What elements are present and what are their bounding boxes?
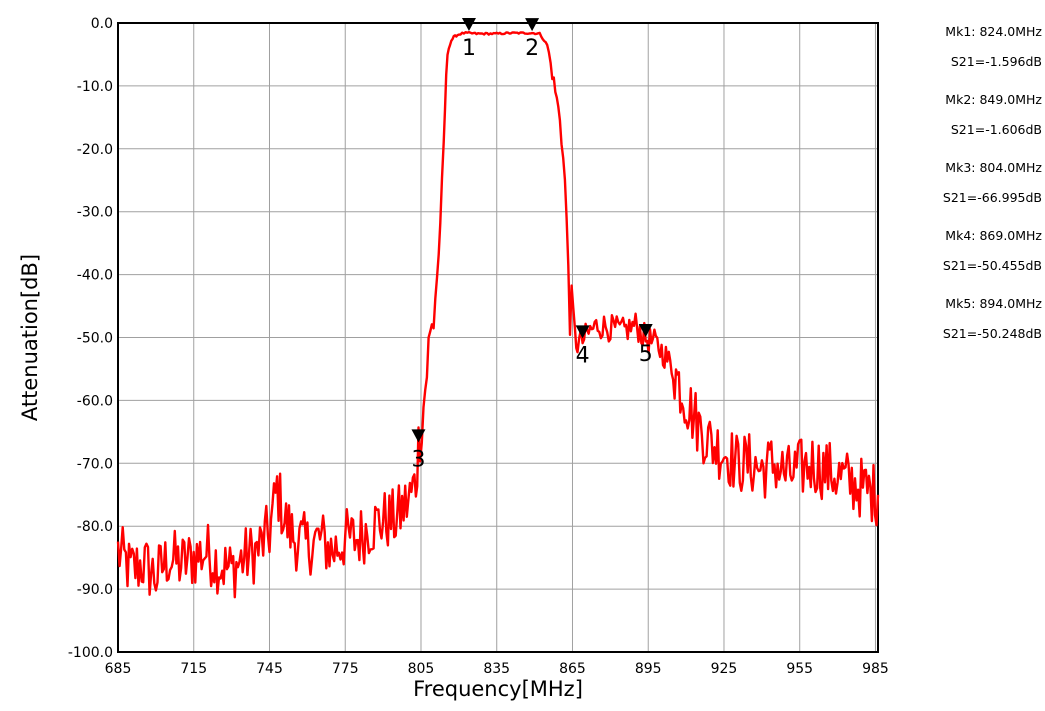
x-tick-labels: 685 715 745 775 805 835 865 895 925 955 985 xyxy=(105,661,889,677)
readout-frequency: Mk1: 824.0MHz xyxy=(945,24,1042,39)
marker-1-triangle xyxy=(461,18,476,32)
x-tick-label: 925 xyxy=(711,661,738,677)
y-tick-label: -30.0 xyxy=(77,205,113,221)
y-tick-label: -10.0 xyxy=(77,79,113,95)
marker-5-triangle xyxy=(638,324,653,338)
readout-frequency: Mk3: 804.0MHz xyxy=(945,160,1042,175)
x-tick-label: 985 xyxy=(862,661,889,677)
marker-2-triangle xyxy=(525,18,540,32)
y-tick-label: -40.0 xyxy=(77,268,113,284)
readout-s21: S21=-1.596dB xyxy=(951,54,1042,69)
y-tick-label: -50.0 xyxy=(77,331,113,347)
marker-2-label: 2 xyxy=(525,36,539,61)
x-tick-label: 955 xyxy=(786,661,813,677)
marker-3-triangle xyxy=(411,429,426,443)
marker-1-label: 1 xyxy=(462,36,476,61)
x-tick-label: 715 xyxy=(180,661,207,677)
y-tick-label: -70.0 xyxy=(77,456,113,472)
readout-frequency: Mk5: 894.0MHz xyxy=(945,296,1042,311)
series-line-0 xyxy=(116,30,880,599)
x-tick-label: 865 xyxy=(559,661,586,677)
marker-3-label: 3 xyxy=(411,447,425,472)
y-tick-label: -90.0 xyxy=(77,582,113,598)
marker-layer: 1 2 3 4 5 xyxy=(411,18,653,472)
marker-4-label: 4 xyxy=(576,343,590,368)
y-axis-label: Attenuation[dB] xyxy=(18,254,42,421)
x-axis-label: Frequency[MHz] xyxy=(413,677,583,701)
x-tick-label: 805 xyxy=(408,661,435,677)
readout-s21: S21=-1.606dB xyxy=(951,122,1042,137)
y-tick-label: 0.0 xyxy=(91,16,113,32)
readout-s21: S21=-50.455dB xyxy=(943,258,1042,273)
y-tick-labels: 0.0 -10.0 -20.0 -30.0 -40.0 -50.0 -60.0 -70.0 -8… xyxy=(68,16,113,661)
x-tick-label: 895 xyxy=(635,661,662,677)
readout-frequency: Mk4: 869.0MHz xyxy=(945,228,1042,243)
marker-readout-panel: Mk1: 824.0MHz S21=-1.596dB Mk2: 849.0MHz S2… xyxy=(943,24,1043,341)
x-tick-label: 745 xyxy=(256,661,283,677)
x-tick-label: 685 xyxy=(105,661,132,677)
marker-5-label: 5 xyxy=(639,342,653,367)
marker-4-triangle xyxy=(575,325,590,339)
y-tick-label: -60.0 xyxy=(77,393,113,409)
readout-s21: S21=-50.248dB xyxy=(943,326,1042,341)
y-tick-label: -80.0 xyxy=(77,519,113,535)
plot-area xyxy=(117,22,879,653)
series-layer xyxy=(116,30,880,599)
readout-frequency: Mk2: 849.0MHz xyxy=(945,92,1042,107)
readout-s21: S21=-66.995dB xyxy=(943,190,1042,205)
y-tick-label: -20.0 xyxy=(77,142,113,158)
y-tick-label: -100.0 xyxy=(68,645,113,661)
x-tick-label: 775 xyxy=(332,661,359,677)
x-tick-label: 835 xyxy=(483,661,510,677)
